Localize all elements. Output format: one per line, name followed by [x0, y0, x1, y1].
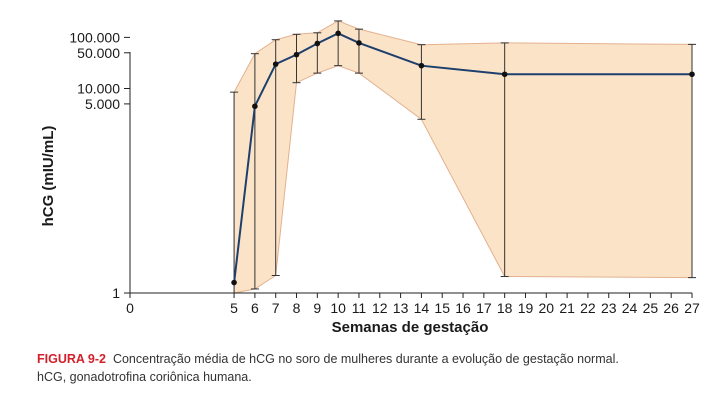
y-axis-label: hCG (mIU/mL) [40, 126, 57, 227]
data-point [272, 61, 279, 67]
data-point [314, 40, 321, 47]
x-tick-label: 6 [251, 300, 259, 316]
x-tick-label: 25 [643, 300, 659, 316]
y-tick-label: 50.000 [77, 45, 120, 61]
x-tick-label: 7 [272, 300, 280, 316]
caption-line-1: FIGURA 9-2 Concentração média de hCG no … [37, 350, 717, 368]
x-tick-label: 12 [372, 300, 388, 316]
y-tick-label: 100.000 [69, 29, 120, 45]
x-tick-label: 11 [352, 300, 367, 316]
marker-layer [231, 30, 695, 286]
x-tick-label: 16 [455, 300, 471, 316]
x-tick-label: 21 [559, 300, 575, 316]
x-tick-label: 19 [518, 300, 534, 316]
x-tick-label: 8 [293, 300, 301, 316]
series-line-layer [233, 32, 692, 283]
figure-label: FIGURA 9-2 [37, 352, 106, 366]
data-point [252, 103, 258, 110]
data-point [335, 30, 341, 37]
caption-line-2: hCG, gonadotrofina coriônica humana. [37, 370, 252, 384]
x-tick-label: 17 [476, 300, 492, 316]
x-tick-label: 9 [313, 300, 321, 316]
x-tick-label: 13 [393, 300, 409, 316]
hcg-chart: 0 5 6 7 8 9 10 11 12 13 14 15 16 17 18 19 20 21 22 23 24 25 26… [40, 20, 700, 336]
x-tick-label: 26 [663, 300, 679, 316]
x-tick-label: 5 [230, 300, 238, 316]
x-tick-label: 14 [414, 300, 430, 316]
data-point [356, 40, 362, 46]
mean-line [233, 32, 692, 283]
x-tick-label: 15 [434, 300, 450, 316]
x-tick-label: 10 [330, 300, 346, 316]
y-tick-label: 1 [112, 285, 120, 301]
data-point [501, 71, 508, 78]
y-tick-label: 5.000 [85, 96, 120, 112]
x-tick-label: 18 [497, 300, 513, 316]
figure-caption: FIGURA 9-2 Concentração média de hCG no … [37, 350, 717, 386]
x-tick-label: 27 [684, 300, 700, 316]
y-tick-label: 10.000 [77, 81, 120, 97]
errorbar-layer [230, 20, 696, 294]
x-axis-label: Semanas de gestação [332, 319, 489, 336]
range-band [233, 20, 693, 294]
axes: 0 5 6 7 8 9 10 11 12 13 14 15 16 17 18 19 20 21 22 23 24 25 26… [69, 29, 700, 316]
data-point [293, 51, 300, 58]
x-tick-label: 20 [539, 300, 555, 316]
caption-text-1: Concentração média de hCG no soro de mul… [112, 352, 619, 366]
x-tick-label: 0 [126, 300, 134, 316]
x-tick-label: 23 [601, 300, 617, 316]
data-point [418, 62, 425, 69]
data-point [689, 71, 695, 78]
data-point [231, 279, 237, 286]
x-tick-label: 24 [622, 300, 638, 316]
range-band-layer [233, 20, 693, 294]
x-tick-label: 22 [580, 300, 596, 316]
